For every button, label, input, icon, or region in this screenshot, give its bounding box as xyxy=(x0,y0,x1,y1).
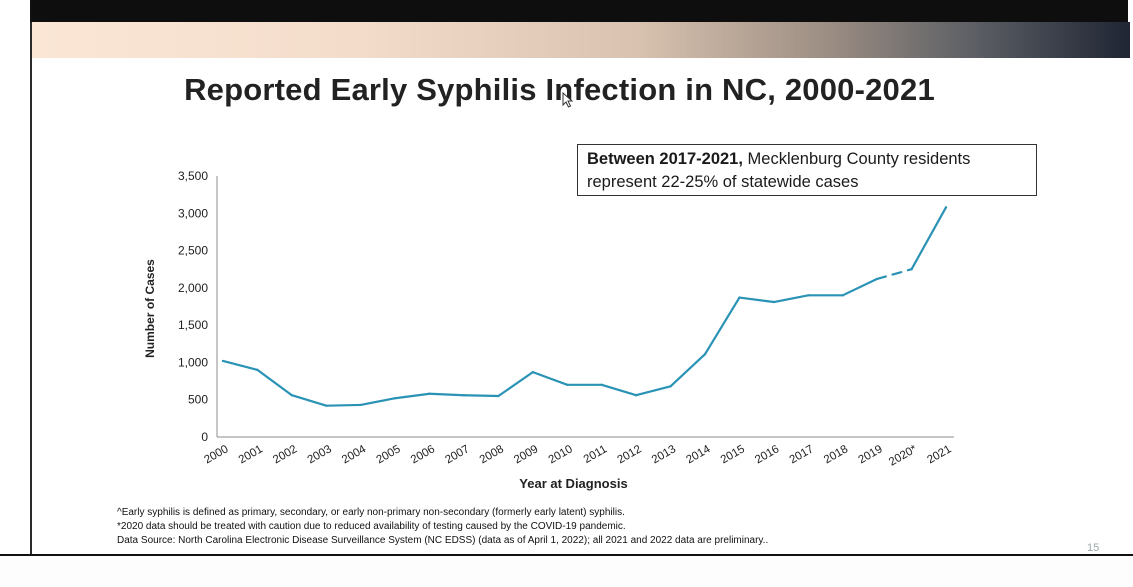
y-tick-label: 1,500 xyxy=(178,318,208,332)
series-segment xyxy=(290,394,328,407)
x-tick-label: 2005 xyxy=(374,443,402,466)
footnote-source: Data Source: North Carolina Electronic D… xyxy=(117,535,769,546)
x-tick-label: 2012 xyxy=(615,443,643,466)
data-point xyxy=(738,296,741,299)
bottom-taskbar-strip xyxy=(0,554,1133,587)
series-segment xyxy=(669,353,707,388)
data-point xyxy=(497,394,500,398)
y-tick-label: 3,000 xyxy=(178,206,208,220)
data-point xyxy=(462,394,466,397)
y-axis-label: Number of Cases xyxy=(143,259,157,358)
x-tick-label: 2013 xyxy=(650,443,678,466)
footnote-definition: ^Early syphilis is defined as primary, s… xyxy=(117,507,625,518)
data-point xyxy=(531,371,534,374)
series-segment xyxy=(221,359,259,371)
footnote-covid: *2020 data should be treated with cautio… xyxy=(117,521,626,532)
x-tick-label: 2014 xyxy=(684,443,713,466)
data-point xyxy=(428,392,431,395)
footnotes: ^Early syphilis is defined as primary, s… xyxy=(117,506,1097,548)
slide-header-bar xyxy=(32,22,1130,58)
callout-text: Mecklenburg County residents represent 2… xyxy=(587,150,971,191)
x-tick-label: 2015 xyxy=(719,443,747,466)
y-tick-label: 2,500 xyxy=(178,244,208,258)
x-tick-label: 2009 xyxy=(512,443,540,466)
data-point xyxy=(703,353,707,356)
data-point xyxy=(359,403,362,407)
data-point xyxy=(290,394,293,397)
data-point xyxy=(635,394,638,397)
series-segment-dashed xyxy=(876,268,913,281)
x-tick-label: 2011 xyxy=(582,443,609,466)
series-segment xyxy=(772,294,810,304)
series-segment xyxy=(600,383,638,397)
slide: Reported Early Syphilis Infection in NC,… xyxy=(30,22,1130,554)
y-tick-label: 0 xyxy=(201,430,208,444)
x-axis-label: Year at Diagnosis xyxy=(519,476,627,491)
data-point xyxy=(944,206,948,209)
x-tick-label: 2003 xyxy=(306,443,334,466)
data-point xyxy=(772,300,775,304)
y-tick-label: 3,500 xyxy=(178,169,208,183)
series-segment xyxy=(359,397,397,407)
data-point xyxy=(325,404,328,407)
left-window-edge xyxy=(0,0,32,585)
x-tick-label: 2007 xyxy=(443,443,471,466)
data-point xyxy=(394,397,397,400)
data-point xyxy=(256,368,259,371)
right-window-edge xyxy=(1128,0,1133,585)
x-tick-label: 2008 xyxy=(478,443,506,466)
y-tick-label: 2,000 xyxy=(178,281,208,295)
series-segment xyxy=(462,394,500,398)
data-point xyxy=(669,385,672,388)
callout-box: Between 2017-2021, Mecklenburg County re… xyxy=(577,144,1037,196)
slide-number: 15 xyxy=(1087,542,1100,554)
x-tick-label: 2018 xyxy=(822,443,850,466)
series-segment xyxy=(256,368,293,397)
series-segment xyxy=(703,296,741,356)
x-tick-label: 2002 xyxy=(271,443,299,466)
data-point xyxy=(221,359,225,363)
data-point xyxy=(841,294,844,297)
data-point xyxy=(566,383,569,386)
series-segment xyxy=(428,392,466,397)
y-tick-label: 500 xyxy=(188,393,208,407)
series-segment xyxy=(635,385,672,397)
x-tick-label: 2004 xyxy=(340,443,369,466)
line-chart: 0 500 1,000 1,500 2,000 2,500 3,000 3,500 2000 20… xyxy=(143,169,954,491)
series-segment xyxy=(841,277,879,297)
x-tick-label: 2001 xyxy=(237,443,265,466)
x-tick-label: 2000 xyxy=(202,443,230,466)
callout-bold-text: Between 2017-2021, xyxy=(587,150,743,168)
x-tick-label: 2010 xyxy=(547,443,575,466)
x-tick-label: 2006 xyxy=(409,443,437,466)
series-segment xyxy=(325,403,362,407)
series-segment xyxy=(910,206,948,271)
series-segment xyxy=(738,296,775,304)
x-tick-label: 2020* xyxy=(887,443,919,469)
x-tick-label: 2021 xyxy=(925,443,953,466)
series-segment xyxy=(531,371,569,386)
series-segment xyxy=(497,371,534,398)
data-point xyxy=(876,277,879,281)
y-tick-label: 1,000 xyxy=(178,355,208,369)
data-point xyxy=(600,383,603,386)
x-tick-label: 2016 xyxy=(753,443,781,466)
data-point xyxy=(807,294,810,297)
mouse-cursor-icon xyxy=(562,92,574,108)
data-point xyxy=(910,268,913,271)
x-tick-label: 2019 xyxy=(856,443,884,466)
x-tick-label: 2017 xyxy=(788,443,816,466)
slide-title: Reported Early Syphilis Infection in NC,… xyxy=(184,72,935,107)
series-segment xyxy=(394,392,431,400)
